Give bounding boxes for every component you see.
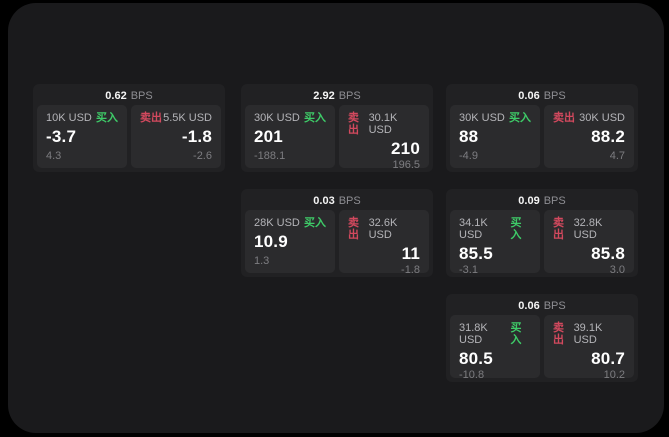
buy-delta: -4.9 bbox=[459, 150, 478, 162]
buy-label: 买入 bbox=[510, 322, 522, 346]
buy-price: -3.7 bbox=[46, 127, 77, 146]
sell-price: 88.2 bbox=[591, 127, 625, 146]
quote-card-body: 30K USD 买入 88 -4.9 卖出 30K USD 88.2 4.7 bbox=[450, 105, 634, 168]
sell-label: 卖出 bbox=[140, 112, 162, 124]
spread-value: 2.92 bbox=[313, 90, 335, 102]
sell-price: -1.8 bbox=[181, 127, 212, 146]
quote-card: 0.06 BPS 30K USD 买入 88 -4.9 卖出 30K USD 88… bbox=[446, 84, 638, 172]
buy-delta: -188.1 bbox=[254, 150, 286, 162]
spread-value: 0.09 bbox=[518, 195, 540, 207]
sell-quote-tile[interactable]: 卖出 5.5K USD -1.8 -2.6 bbox=[131, 105, 221, 168]
buy-quote-tile[interactable]: 34.1K USD 买入 85.5 -3.1 bbox=[450, 210, 540, 276]
sell-size: 32.6K USD bbox=[368, 217, 398, 241]
sell-size: 30K USD bbox=[579, 112, 625, 124]
buy-label: 买入 bbox=[304, 217, 326, 229]
spread-value: 0.06 bbox=[518, 90, 540, 102]
buy-price: 80.5 bbox=[459, 349, 493, 368]
quote-card-body: 10K USD 买入 -3.7 4.3 卖出 5.5K USD -1.8 -2.… bbox=[37, 105, 221, 168]
buy-quote-tile[interactable]: 31.8K USD 买入 80.5 -10.8 bbox=[450, 315, 540, 381]
buy-label: 买入 bbox=[96, 112, 118, 124]
sell-delta: -1.8 bbox=[401, 264, 420, 276]
card-header: 0.06 BPS bbox=[450, 299, 634, 315]
buy-quote-tile[interactable]: 30K USD 买入 88 -4.9 bbox=[450, 105, 540, 168]
sell-delta: 10.2 bbox=[603, 369, 625, 381]
spread-unit: BPS bbox=[338, 195, 361, 207]
quote-card: 0.06 BPS 31.8K USD 买入 80.5 -10.8 卖出 39.1K… bbox=[446, 294, 638, 382]
sell-price: 210 bbox=[391, 139, 420, 158]
sell-quote-tile[interactable]: 卖出 39.1K USD 80.7 10.2 bbox=[544, 315, 634, 381]
spread-unit: BPS bbox=[543, 300, 566, 312]
spread-unit: BPS bbox=[130, 90, 153, 102]
sell-delta: 3.0 bbox=[609, 264, 625, 276]
buy-quote-tile[interactable]: 30K USD 买入 201 -188.1 bbox=[245, 105, 335, 168]
buy-size: 10K USD bbox=[46, 112, 92, 124]
quote-card: 0.09 BPS 34.1K USD 买入 85.5 -3.1 卖出 32.8K … bbox=[446, 189, 638, 277]
buy-price: 88 bbox=[459, 127, 479, 146]
buy-size: 31.8K USD bbox=[459, 322, 488, 346]
quote-card-body: 34.1K USD 买入 85.5 -3.1 卖出 32.8K USD 85.8… bbox=[450, 210, 634, 276]
buy-quote-tile[interactable]: 10K USD 买入 -3.7 4.3 bbox=[37, 105, 127, 168]
sell-label: 卖出 bbox=[553, 322, 564, 346]
buy-quote-tile[interactable]: 28K USD 买入 10.9 1.3 bbox=[245, 210, 335, 273]
buy-delta: -3.1 bbox=[459, 264, 478, 276]
buy-price: 85.5 bbox=[459, 244, 493, 263]
card-header: 0.09 BPS bbox=[450, 194, 634, 210]
sell-label: 卖出 bbox=[553, 217, 564, 241]
buy-size: 30K USD bbox=[254, 112, 300, 124]
quote-card-body: 31.8K USD 买入 80.5 -10.8 卖出 39.1K USD 80.… bbox=[450, 315, 634, 381]
quote-card: 0.62 BPS 10K USD 买入 -3.7 4.3 卖出 5.5K USD … bbox=[33, 84, 225, 172]
quote-card-body: 30K USD 买入 201 -188.1 卖出 30.1K USD 210 1… bbox=[245, 105, 429, 171]
buy-delta: 4.3 bbox=[46, 150, 62, 162]
buy-label: 买入 bbox=[304, 112, 326, 124]
sell-delta: -2.6 bbox=[193, 150, 212, 162]
buy-size: 30K USD bbox=[459, 112, 505, 124]
sell-label: 卖出 bbox=[348, 112, 359, 136]
spread-unit: BPS bbox=[543, 195, 566, 207]
sell-price: 85.8 bbox=[591, 244, 625, 263]
card-header: 2.92 BPS bbox=[245, 89, 429, 105]
sell-quote-tile[interactable]: 卖出 30.1K USD 210 196.5 bbox=[339, 105, 429, 171]
sell-size: 39.1K USD bbox=[573, 322, 603, 346]
quote-card: 0.03 BPS 28K USD 买入 10.9 1.3 卖出 32.6K USD… bbox=[241, 189, 433, 277]
sell-quote-tile[interactable]: 卖出 30K USD 88.2 4.7 bbox=[544, 105, 634, 168]
quote-card-body: 28K USD 买入 10.9 1.3 卖出 32.6K USD 11 -1.8 bbox=[245, 210, 429, 276]
quote-board-panel: 0.62 BPS 10K USD 买入 -3.7 4.3 卖出 5.5K USD … bbox=[8, 3, 664, 433]
spread-value: 0.03 bbox=[313, 195, 335, 207]
spread-unit: BPS bbox=[338, 90, 361, 102]
sell-size: 5.5K USD bbox=[163, 112, 212, 124]
quote-card: 2.92 BPS 30K USD 买入 201 -188.1 卖出 30.1K U… bbox=[241, 84, 433, 172]
sell-price: 11 bbox=[401, 244, 420, 263]
buy-label: 买入 bbox=[510, 217, 522, 241]
sell-size: 30.1K USD bbox=[368, 112, 398, 136]
buy-delta: -10.8 bbox=[459, 369, 485, 381]
sell-delta: 196.5 bbox=[392, 159, 420, 171]
spread-unit: BPS bbox=[543, 90, 566, 102]
buy-delta: 1.3 bbox=[254, 255, 270, 267]
sell-price: 80.7 bbox=[591, 349, 625, 368]
sell-size: 32.8K USD bbox=[573, 217, 603, 241]
buy-price: 201 bbox=[254, 127, 283, 146]
sell-delta: 4.7 bbox=[609, 150, 625, 162]
buy-price: 10.9 bbox=[254, 232, 288, 251]
sell-quote-tile[interactable]: 卖出 32.8K USD 85.8 3.0 bbox=[544, 210, 634, 276]
card-header: 0.62 BPS bbox=[37, 89, 221, 105]
buy-label: 买入 bbox=[509, 112, 531, 124]
sell-label: 卖出 bbox=[553, 112, 575, 124]
buy-size: 28K USD bbox=[254, 217, 300, 229]
card-header: 0.06 BPS bbox=[450, 89, 634, 105]
sell-label: 卖出 bbox=[348, 217, 359, 241]
sell-quote-tile[interactable]: 卖出 32.6K USD 11 -1.8 bbox=[339, 210, 429, 276]
spread-value: 0.62 bbox=[105, 90, 127, 102]
spread-value: 0.06 bbox=[518, 300, 540, 312]
card-header: 0.03 BPS bbox=[245, 194, 429, 210]
buy-size: 34.1K USD bbox=[459, 217, 488, 241]
